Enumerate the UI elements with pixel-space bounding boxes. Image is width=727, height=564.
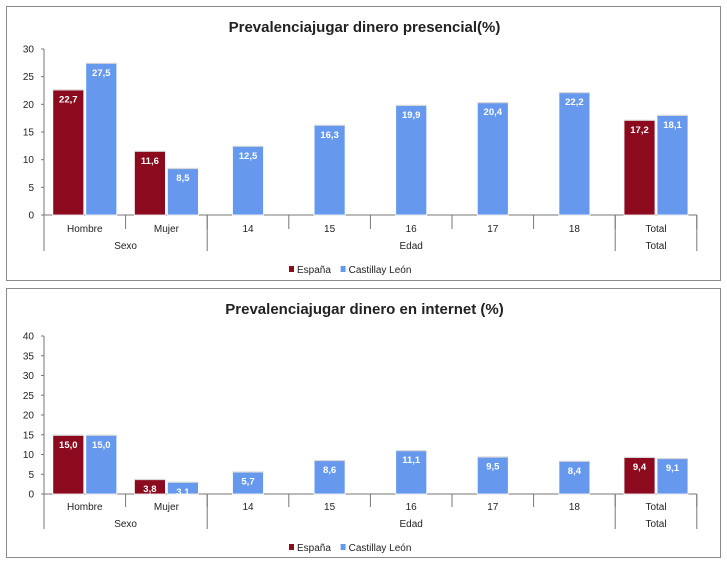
bar-castilla-leon xyxy=(476,101,509,216)
category-label: Total xyxy=(645,502,666,513)
category-label: 17 xyxy=(487,224,499,235)
bar-chart-presencial: Prevalenciajugar dinero presencial(%) 0 5 1… xyxy=(23,19,698,276)
bar-castilla-leon xyxy=(395,104,428,216)
legend-swatch xyxy=(289,544,294,550)
bar-castilla-leon xyxy=(656,114,689,216)
legend: España Castillay León xyxy=(289,265,411,276)
category-label: 14 xyxy=(242,502,254,513)
bar-espana xyxy=(623,119,656,216)
data-label: 17,2 xyxy=(630,125,649,136)
category-label: 14 xyxy=(242,224,254,235)
bar-castilla-leon xyxy=(313,124,346,216)
bar-espana xyxy=(134,150,166,216)
y-tick-label: 15 xyxy=(23,128,35,139)
data-label: 8,6 xyxy=(323,465,336,476)
data-label: 9,1 xyxy=(666,463,680,474)
y-tick-label: 15 xyxy=(23,430,35,441)
group-label: Sexo xyxy=(114,519,137,530)
group-label: Total xyxy=(645,241,666,252)
y-tick-label: 40 xyxy=(23,332,35,343)
legend-swatch xyxy=(340,266,346,272)
y-tick-label: 0 xyxy=(28,211,34,222)
category-label: Total xyxy=(645,224,666,235)
bar-castilla-leon xyxy=(232,145,264,216)
data-label: 19,9 xyxy=(402,110,421,121)
y-tick-label: 10 xyxy=(23,155,35,166)
bar-castilla-leon xyxy=(656,457,689,495)
legend: España Castillay León xyxy=(289,543,411,554)
bar-espana xyxy=(52,434,85,495)
y-tick-label: 20 xyxy=(23,100,35,111)
legend-label: Castillay León xyxy=(349,543,412,554)
y-tick-label: 25 xyxy=(23,72,35,83)
bar-espana xyxy=(52,88,85,216)
category-label: Hombre xyxy=(67,502,103,513)
category-label: 18 xyxy=(569,502,581,513)
bar-castilla-leon xyxy=(558,460,591,495)
bar-chart-internet: Prevalenciajugar dinero en internet (%) 0… xyxy=(23,301,698,554)
category-label: 16 xyxy=(406,224,418,235)
bar-castilla-leon xyxy=(395,449,428,495)
legend-label: España xyxy=(297,543,331,554)
data-label: 27,5 xyxy=(92,68,111,79)
category-label: 18 xyxy=(569,224,581,235)
data-label: 16,3 xyxy=(320,130,339,141)
y-tick-label: 10 xyxy=(23,450,35,461)
data-label: 5,7 xyxy=(241,476,254,487)
y-tick-label: 25 xyxy=(23,391,35,402)
data-label: 11,6 xyxy=(141,156,159,167)
category-label: 16 xyxy=(406,502,418,513)
bar-castilla-leon xyxy=(476,456,509,495)
data-label: 3,1 xyxy=(176,487,190,498)
data-label: 11,1 xyxy=(402,455,421,466)
bar-castilla-leon xyxy=(85,434,118,495)
data-label: 15,0 xyxy=(59,440,78,451)
category-label: 15 xyxy=(324,224,336,235)
legend-swatch xyxy=(340,544,346,550)
group-label: Sexo xyxy=(114,241,137,252)
data-label: 22,2 xyxy=(565,97,584,108)
chart-title: Prevalenciajugar dinero en internet (%) xyxy=(225,301,503,318)
y-tick-label: 35 xyxy=(23,351,35,362)
category-label: Mujer xyxy=(154,224,180,235)
chart-panel-internet: Prevalenciajugar dinero en internet (%) 0… xyxy=(6,288,721,558)
category-label: 17 xyxy=(487,502,499,513)
data-label: 20,4 xyxy=(484,107,503,118)
data-label: 8,4 xyxy=(568,466,582,477)
data-label: 12,5 xyxy=(239,151,258,162)
data-label: 9,5 xyxy=(486,461,500,472)
y-tick-label: 30 xyxy=(23,371,35,382)
category-label: 15 xyxy=(324,502,336,513)
bar-castilla-leon xyxy=(85,62,118,216)
data-label: 9,4 xyxy=(633,462,647,473)
data-label: 18,1 xyxy=(663,120,682,131)
legend-swatch xyxy=(289,266,294,272)
y-tick-label: 5 xyxy=(28,470,34,481)
legend-label: Castillay León xyxy=(349,265,412,276)
group-label: Edad xyxy=(400,241,423,252)
group-label: Total xyxy=(645,519,666,530)
chart-panel-presencial: Prevalenciajugar dinero presencial(%) 0 5 1… xyxy=(6,6,721,281)
bar-castilla-leon xyxy=(558,91,591,216)
group-label: Edad xyxy=(400,519,423,530)
bar-espana xyxy=(623,456,656,495)
y-tick-label: 30 xyxy=(23,45,35,56)
category-label: Hombre xyxy=(67,224,103,235)
legend-label: España xyxy=(297,265,331,276)
category-label: Mujer xyxy=(154,502,180,513)
y-tick-label: 0 xyxy=(28,490,34,501)
data-label: 22,7 xyxy=(59,94,78,105)
data-label: 3,8 xyxy=(143,484,156,495)
data-label: 15,0 xyxy=(92,440,111,451)
y-tick-label: 20 xyxy=(23,411,35,422)
data-label: 8,5 xyxy=(176,173,190,184)
bar-castilla-leon xyxy=(166,167,199,216)
y-tick-label: 5 xyxy=(28,183,34,194)
chart-title: Prevalenciajugar dinero presencial(%) xyxy=(229,19,501,36)
